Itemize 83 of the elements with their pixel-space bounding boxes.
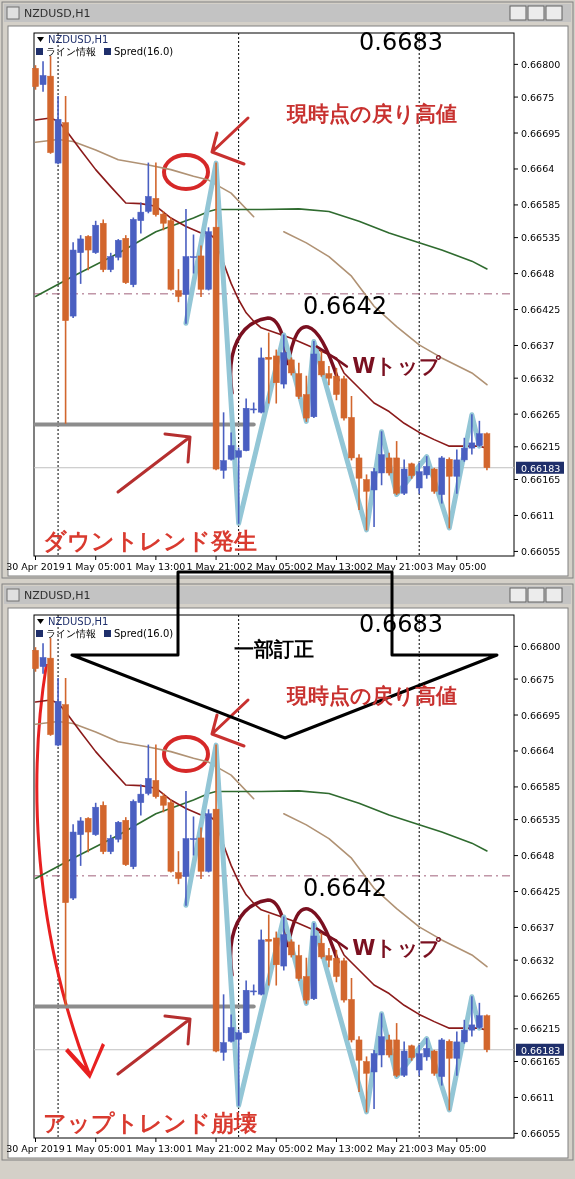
y-tick-label: 0.6648 <box>521 268 555 280</box>
annotation: ライン情報 <box>46 46 96 57</box>
candlestick <box>84 816 92 853</box>
candlestick <box>32 64 39 91</box>
x-tick-label: 1 May 13:00 <box>126 1143 186 1154</box>
x-tick-label: 2 May 05:00 <box>246 561 306 572</box>
annotation: Spred(16.0) <box>114 628 174 639</box>
annotation: Spred(16.0) <box>114 46 174 57</box>
x-tick-label: 1 May 21:00 <box>186 561 246 572</box>
y-tick-label: 0.6664 <box>521 163 555 175</box>
annotation: 一部訂正 <box>234 637 314 662</box>
y-tick-label: 0.66215 <box>521 441 561 453</box>
x-tick-label: 1 May 21:00 <box>186 1143 246 1154</box>
candlestick <box>175 268 182 303</box>
y-tick-label: 0.66165 <box>521 1056 561 1068</box>
y-tick-label: 0.66695 <box>521 709 561 721</box>
line-series <box>34 790 488 880</box>
y-tick-label: 0.66800 <box>521 58 561 70</box>
ref-line-label: 0.66183 <box>521 462 561 474</box>
x-tick-label: 3 May 05:00 <box>427 561 487 572</box>
candlestick <box>32 646 39 673</box>
y-tick-label: 0.6611 <box>521 1091 555 1103</box>
y-tick-label: 0.66585 <box>521 781 561 793</box>
x-tick-label: 2 May 13:00 <box>306 1143 366 1154</box>
candlestick <box>220 411 227 480</box>
line-series <box>34 208 488 298</box>
candlestick <box>431 467 438 495</box>
y-tick-label: 0.66800 <box>521 640 561 652</box>
x-tick-label: 30 Apr 2019 <box>6 1143 65 1154</box>
y-tick-label: 0.6637 <box>521 921 555 933</box>
y-tick-label: 0.66535 <box>521 232 561 244</box>
y-tick-label: 0.66535 <box>521 814 561 826</box>
candlestick <box>446 456 453 530</box>
candlestick <box>431 1049 438 1077</box>
annotation: 0.6683 <box>359 27 443 56</box>
candlestick <box>363 473 370 532</box>
candlestick <box>175 850 182 885</box>
x-tick-label: 3 May 05:00 <box>427 1143 487 1154</box>
y-tick-label: 0.6632 <box>521 954 555 966</box>
annotation: 0.6642 <box>303 873 387 902</box>
x-tick-label: 1 May 05:00 <box>66 561 126 572</box>
x-tick-label: 2 May 21:00 <box>367 1143 427 1154</box>
y-tick-label: 0.66265 <box>521 408 561 420</box>
annotation: アップトレンド崩壊 <box>43 1110 257 1137</box>
y-tick-label: 0.6632 <box>521 372 555 384</box>
annotation: Wトップ <box>352 936 442 961</box>
ref-line-label: 0.66183 <box>521 1044 561 1056</box>
annotation: ライン情報 <box>46 628 96 639</box>
annotation: ダウントレンド発生 <box>43 528 257 555</box>
x-tick-label: 2 May 21:00 <box>367 561 427 572</box>
y-tick-label: 0.6675 <box>521 673 555 685</box>
chart-subtitle: NZDUSD,H1 <box>48 34 109 45</box>
y-tick-label: 0.66055 <box>521 1127 561 1139</box>
y-tick-label: 0.6637 <box>521 339 555 351</box>
candlestick <box>363 1055 370 1114</box>
y-tick-label: 0.6664 <box>521 745 555 757</box>
y-tick-label: 0.6611 <box>521 509 555 521</box>
y-tick-label: 0.66055 <box>521 545 561 557</box>
x-tick-label: 1 May 05:00 <box>66 1143 126 1154</box>
y-tick-label: 0.66165 <box>521 474 561 486</box>
candlestick <box>39 642 47 675</box>
candlestick <box>39 60 47 93</box>
x-tick-label: 2 May 13:00 <box>306 561 366 572</box>
chart-subtitle: NZDUSD,H1 <box>48 616 109 627</box>
annotation: Wトップ <box>352 354 442 379</box>
candlestick <box>220 993 227 1062</box>
y-tick-label: 0.6648 <box>521 850 555 862</box>
y-tick-label: 0.66265 <box>521 990 561 1002</box>
y-tick-label: 0.66215 <box>521 1023 561 1035</box>
x-tick-label: 30 Apr 2019 <box>6 561 65 572</box>
x-tick-label: 1 May 13:00 <box>126 561 186 572</box>
y-tick-label: 0.66695 <box>521 127 561 139</box>
chart-title: NZDUSD,H1 <box>24 589 91 602</box>
chart-title: NZDUSD,H1 <box>24 7 91 20</box>
y-tick-label: 0.6675 <box>521 91 555 103</box>
candlestick <box>84 234 92 271</box>
y-tick-label: 0.66585 <box>521 199 561 211</box>
annotation: 現時点の戻り高値 <box>286 101 457 126</box>
candlestick <box>446 1038 453 1112</box>
annotation: 0.6642 <box>303 291 387 320</box>
y-tick-label: 0.66425 <box>521 886 561 898</box>
x-tick-label: 2 May 05:00 <box>246 1143 306 1154</box>
y-tick-label: 0.66425 <box>521 304 561 316</box>
